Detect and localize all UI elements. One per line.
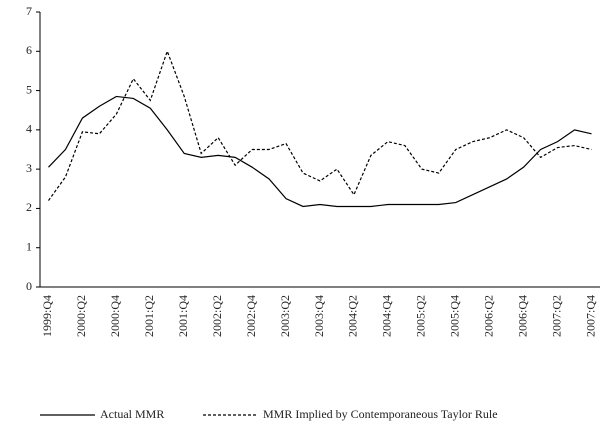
x-tick-label: 2006:Q2: [481, 295, 495, 337]
x-tick-label: 2000:Q4: [108, 295, 122, 337]
y-tick-label: 4: [26, 122, 32, 136]
x-tick-label: 2003:Q2: [278, 295, 292, 337]
y-tick-label: 5: [26, 82, 32, 96]
legend-label: Actual MMR: [100, 407, 164, 421]
x-tick-label: 2003:Q4: [312, 295, 326, 337]
x-tick-label: 2007:Q4: [583, 295, 597, 337]
x-tick-label: 2004:Q4: [380, 295, 394, 337]
y-tick-label: 6: [26, 43, 32, 57]
x-tick-label: 2001:Q4: [176, 295, 190, 337]
x-tick-label: 2000:Q2: [74, 295, 88, 337]
x-tick-label: 2005:Q2: [414, 295, 428, 337]
y-tick-label: 1: [26, 239, 32, 253]
y-tick-label: 7: [26, 4, 32, 18]
x-tick-label: 2006:Q4: [515, 295, 529, 337]
y-tick-label: 0: [26, 279, 32, 293]
x-tick-label: 2005:Q4: [448, 295, 462, 337]
series-line: [47, 49, 592, 201]
x-tick-label: 2007:Q2: [549, 295, 563, 337]
x-tick-label: 2004:Q2: [346, 295, 360, 337]
x-tick-label: 2002:Q2: [210, 295, 224, 337]
x-tick-label: 1999:Q4: [40, 295, 54, 337]
y-tick-label: 3: [26, 161, 32, 175]
y-tick-label: 2: [26, 200, 32, 214]
x-tick-label: 2001:Q2: [142, 295, 156, 337]
x-tick-label: 2002:Q4: [244, 295, 258, 337]
series-line: [48, 95, 592, 208]
legend-label: MMR Implied by Contemporaneous Taylor Ru…: [263, 407, 498, 421]
